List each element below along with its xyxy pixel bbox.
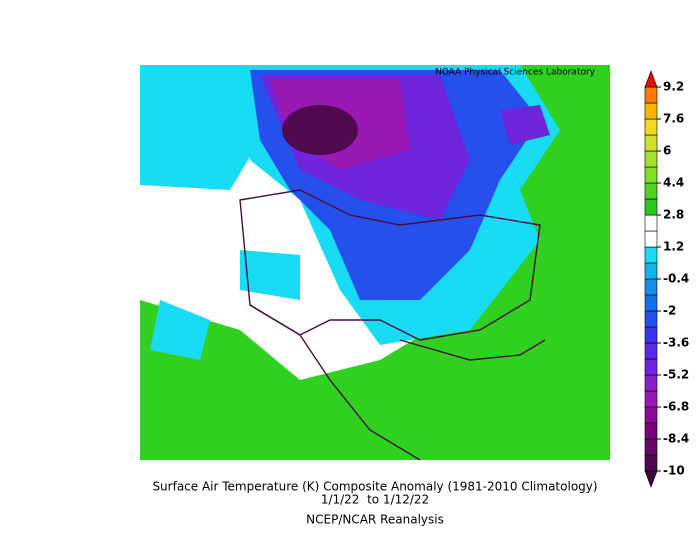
colorbar-swatch [644, 166, 658, 184]
country-outline [239, 189, 541, 341]
colorbar-swatch [644, 86, 658, 104]
colorbar-label: 9.2 [663, 80, 684, 94]
colorbar-swatch [644, 406, 658, 424]
anomaly-zone [150, 300, 210, 360]
colorbar-swatch [644, 438, 658, 456]
colorbar-swatch [644, 246, 658, 264]
colorbar-swatch [644, 278, 658, 296]
colorbar-label: -3.6 [663, 336, 689, 350]
anomaly-zone [240, 250, 300, 300]
colorbar-swatch [644, 294, 658, 312]
colorbar-label: 1.2 [663, 240, 684, 254]
colorbar-swatch [644, 374, 658, 392]
anomaly-zone [500, 105, 550, 145]
colorbar-swatch [644, 422, 658, 440]
colorbar-label: 7.6 [663, 112, 684, 126]
colorbar-swatch [644, 70, 658, 88]
colorbar-swatch [644, 390, 658, 408]
colorbar-swatch [644, 310, 658, 328]
colorbar-label: -8.4 [663, 432, 689, 446]
colorbar-label: 6 [663, 144, 671, 158]
dates: 1/1/22 to 1/12/22 [321, 493, 429, 507]
colorbar-label: 2.8 [663, 208, 684, 222]
colorbar-swatch [644, 454, 658, 472]
colorbar-swatch [644, 326, 658, 344]
colorbar-label: 4.4 [663, 176, 684, 190]
colorbar-label: -5.2 [663, 368, 689, 382]
colorbar-swatch [644, 230, 658, 248]
colorbar-swatch [644, 182, 658, 200]
colorbar-label: -0.4 [663, 272, 689, 286]
colorbar-swatch [644, 358, 658, 376]
colorbar-swatch [644, 150, 658, 168]
colorbar-swatch [644, 262, 658, 280]
colorbar-label: -6.8 [663, 400, 689, 414]
colorbar-swatch [644, 214, 658, 232]
colorbar-swatch [644, 102, 658, 120]
source: NCEP/NCAR Reanalysis [306, 513, 444, 527]
credit: NOAA Physical Sciences Laboratory [435, 68, 596, 78]
colorbar-swatch [644, 342, 658, 360]
colorbar-swatch [644, 118, 658, 136]
coastline [249, 304, 546, 461]
colorbar-label: -2 [663, 304, 676, 318]
colorbar-swatch [644, 198, 658, 216]
title: Surface Air Temperature (K) Composite An… [152, 480, 597, 494]
colorbar-label: -10 [663, 464, 685, 478]
colorbar-swatch [644, 470, 658, 488]
map [140, 65, 610, 461]
anomaly-zone [282, 105, 358, 155]
colorbar-swatch [644, 134, 658, 152]
